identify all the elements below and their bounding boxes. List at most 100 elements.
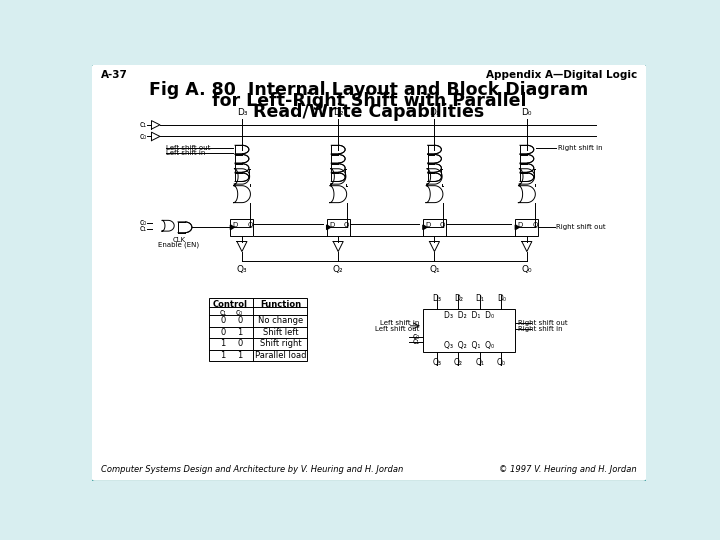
Bar	[209, 298, 307, 361]
Polygon shape	[331, 145, 345, 154]
Text: Left shift out: Left shift out	[166, 145, 211, 151]
Polygon shape	[151, 132, 160, 140]
Polygon shape	[427, 168, 442, 184]
Polygon shape	[235, 173, 249, 181]
Text: D₂: D₂	[333, 108, 343, 117]
Polygon shape	[237, 241, 247, 252]
Bar	[423, 219, 446, 236]
Text: Fig A. 80  Internal Layout and Block Diagram: Fig A. 80 Internal Layout and Block Diag…	[149, 81, 589, 99]
Text: 0: 0	[220, 328, 225, 337]
Polygon shape	[234, 168, 250, 184]
Text: Q: Q	[532, 222, 538, 228]
Polygon shape	[330, 186, 346, 202]
Text: D₀: D₀	[497, 294, 506, 303]
Text: c₀: c₀	[413, 332, 420, 341]
Text: D₁: D₁	[475, 294, 485, 303]
Text: Control: Control	[213, 300, 248, 309]
Polygon shape	[518, 186, 535, 202]
FancyBboxPatch shape	[90, 63, 648, 482]
Polygon shape	[519, 168, 534, 184]
Text: c₁: c₁	[413, 338, 420, 347]
Polygon shape	[235, 154, 249, 163]
Text: Enable (EN): Enable (EN)	[158, 241, 199, 248]
Text: Right shift in: Right shift in	[558, 145, 602, 151]
Polygon shape	[331, 154, 345, 163]
Text: c₁: c₁	[140, 224, 148, 233]
Polygon shape	[331, 164, 345, 172]
Text: D₃  D₂  D₁  D₀: D₃ D₂ D₁ D₀	[444, 311, 494, 320]
Polygon shape	[520, 154, 534, 163]
Polygon shape	[230, 225, 234, 229]
Polygon shape	[428, 154, 441, 163]
Text: Q₂: Q₂	[454, 358, 463, 367]
Text: Q₃: Q₃	[432, 358, 441, 367]
Text: c₁: c₁	[219, 308, 226, 317]
Text: Left shift in: Left shift in	[380, 320, 420, 326]
Text: c₀: c₀	[140, 218, 148, 227]
Text: 0: 0	[237, 340, 242, 348]
Polygon shape	[516, 225, 519, 229]
Text: Q₃: Q₃	[237, 265, 247, 274]
Text: No change: No change	[258, 316, 303, 325]
Text: 1: 1	[220, 351, 225, 360]
Text: 0: 0	[237, 316, 242, 325]
Polygon shape	[520, 164, 534, 172]
Text: © 1997 V. Heuring and H. Jordan: © 1997 V. Heuring and H. Jordan	[500, 465, 637, 475]
Text: Appendix A—Digital Logic: Appendix A—Digital Logic	[486, 70, 637, 80]
Text: Shift left: Shift left	[263, 328, 298, 337]
Text: D: D	[233, 222, 238, 228]
Polygon shape	[520, 145, 534, 154]
Text: c₀: c₀	[140, 132, 148, 141]
Text: 1: 1	[220, 340, 225, 348]
Text: Read/Write Capabilities: Read/Write Capabilities	[253, 103, 485, 120]
Text: Shift right: Shift right	[260, 340, 301, 348]
Text: Q₀: Q₀	[521, 265, 532, 274]
Polygon shape	[520, 173, 534, 181]
Polygon shape	[330, 168, 346, 184]
Text: Right shift out: Right shift out	[556, 224, 606, 230]
Text: Parallel load: Parallel load	[255, 351, 306, 360]
Bar	[516, 219, 539, 236]
Text: D: D	[426, 222, 431, 228]
Text: Q₂: Q₂	[333, 265, 343, 274]
Text: D₁: D₁	[429, 108, 440, 117]
Polygon shape	[426, 186, 443, 202]
Text: Left shift out: Left shift out	[375, 326, 420, 332]
Text: Q: Q	[343, 222, 349, 228]
Polygon shape	[333, 241, 343, 252]
Polygon shape	[428, 164, 441, 172]
Text: Q₀: Q₀	[497, 358, 506, 367]
Bar	[230, 219, 253, 236]
Text: D₀: D₀	[521, 108, 532, 117]
Text: D₃: D₃	[432, 294, 441, 303]
Text: Left shift in: Left shift in	[166, 150, 206, 157]
Text: 1: 1	[237, 351, 242, 360]
Polygon shape	[428, 173, 441, 181]
Text: Function: Function	[260, 300, 301, 309]
Text: Q: Q	[248, 222, 253, 228]
Text: D: D	[329, 222, 334, 228]
Text: 0: 0	[220, 316, 225, 325]
Polygon shape	[428, 145, 441, 154]
Polygon shape	[331, 173, 345, 181]
Text: Right shift in: Right shift in	[518, 326, 563, 332]
Polygon shape	[235, 145, 249, 154]
Polygon shape	[423, 225, 427, 229]
Text: D₂: D₂	[454, 294, 463, 303]
Text: for Left-Right Shift with Parallel: for Left-Right Shift with Parallel	[212, 92, 526, 110]
Polygon shape	[522, 241, 532, 252]
Text: c₁: c₁	[140, 120, 148, 130]
Polygon shape	[233, 186, 251, 202]
Text: Computer Systems Design and Architecture by V. Heuring and H. Jordan: Computer Systems Design and Architecture…	[101, 465, 403, 475]
Polygon shape	[151, 120, 160, 129]
Bar	[423, 309, 516, 352]
Text: D: D	[518, 222, 523, 228]
Text: 1: 1	[237, 328, 242, 337]
Bar	[327, 219, 350, 236]
Text: A-37: A-37	[101, 70, 128, 80]
Text: Q: Q	[440, 222, 445, 228]
Polygon shape	[162, 220, 174, 231]
Text: Q₃  Q₂  Q₁  Q₀: Q₃ Q₂ Q₁ Q₀	[444, 341, 494, 350]
Text: Q₁: Q₁	[475, 358, 485, 367]
Text: Q₁: Q₁	[429, 265, 440, 274]
